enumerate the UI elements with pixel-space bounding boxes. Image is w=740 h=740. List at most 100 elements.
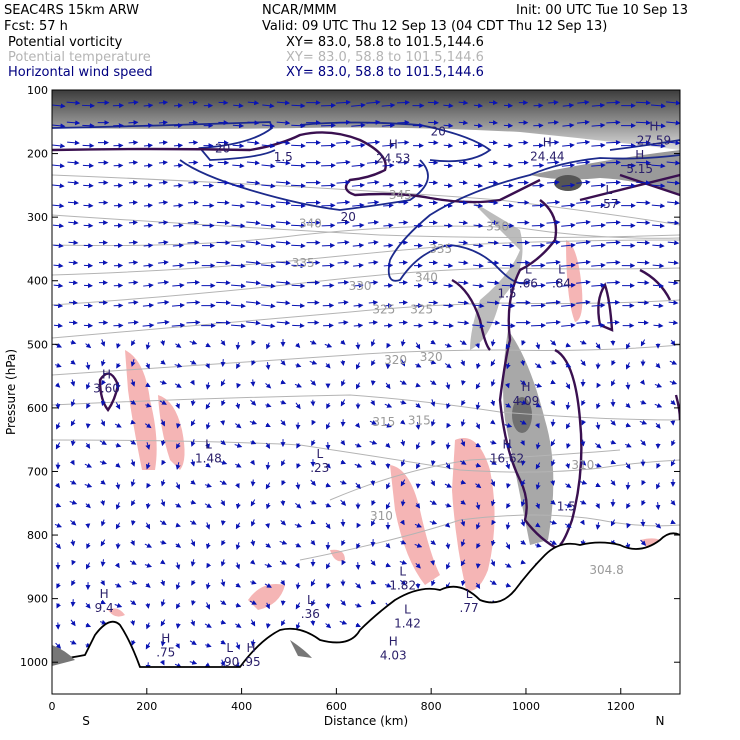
wind-arrow [160,359,166,365]
wind-arrow [473,103,484,109]
wind-arrow [607,320,620,326]
wind-arrow [487,300,500,306]
wind-arrow [381,102,396,108]
wind-arrow [591,262,606,268]
x-tick-label: 400 [231,700,252,713]
wind-arrow [337,260,350,265]
contour-label: 20 [431,124,446,138]
wind-arrow [99,619,107,625]
wind-arrow [235,542,241,550]
wind-arrow [641,479,646,486]
wind-arrow [205,363,210,369]
wind-arrow [548,100,559,106]
wind-arrow [561,222,576,228]
wind-arrow [505,582,512,588]
wind-arrow [157,319,170,325]
wind-arrow [591,282,606,288]
wind-arrow [128,120,139,126]
wind-arrow [667,240,680,246]
wind-arrow [655,502,661,511]
wind-arrow [475,502,481,510]
wind-arrow [280,580,286,586]
wind-arrow [606,219,621,225]
wind-arrow [625,462,631,470]
wind-arrow [546,279,561,285]
wind-arrow [591,142,606,148]
wind-arrow [247,120,260,126]
wind-arrow [457,300,470,306]
wind-arrow [290,183,306,189]
wind-arrow [335,99,351,105]
wind-arrow [545,319,561,325]
wind-arrow [276,180,291,186]
wind-arrow [311,599,316,607]
wind-arrow [265,542,272,548]
wind-arrow [261,163,276,169]
wind-arrow [636,200,651,206]
wind-arrow [576,159,591,165]
wind-arrow [173,203,184,209]
center-title: NCAR/MMM [262,3,337,18]
extremum-value: 1.48 [195,451,222,465]
wind-arrow [669,380,678,385]
wind-arrow [55,642,62,649]
theta-label: 310 [571,458,594,472]
wind-arrow [56,583,61,589]
theta-label: 330 [349,279,372,293]
wind-arrow [220,520,226,526]
wind-arrow [130,459,136,467]
wind-arrow [351,162,366,168]
wind-arrow [351,182,366,188]
wind-arrow [534,383,543,388]
wind-arrow [246,220,261,226]
wind-arrow [652,283,665,289]
wind-arrow [52,223,65,229]
wind-arrow [100,419,105,427]
wind-arrow [488,200,499,206]
wind-arrow [590,222,606,228]
wind-arrow [355,482,361,489]
wind-arrow [550,480,556,486]
wind-arrow [280,359,286,366]
wind-arrow [70,639,77,645]
wind-arrow [325,562,331,570]
wind-arrow [205,602,211,610]
x-tick-label: 800 [421,700,442,713]
wind-arrow [114,562,120,569]
wind-arrow [625,362,631,370]
wind-arrow [220,359,226,368]
wind-arrow [458,180,468,186]
wind-arrow [206,562,212,569]
wind-arrow [370,380,376,386]
wind-arrow [490,359,496,367]
wind-arrow [472,303,485,309]
wind-arrow [399,380,407,385]
wind-arrow [249,420,258,425]
wind-arrow [460,579,466,587]
wind-arrow [276,320,291,326]
wind-arrow [460,519,466,527]
wind-arrow [386,482,391,490]
wind-arrow [596,382,602,389]
wind-arrow [641,500,646,506]
wind-arrow [336,199,351,205]
wind-arrow [262,103,275,109]
extremum-type: H [389,634,398,648]
wind-arrow [246,260,261,266]
wind-arrow [490,399,496,407]
wind-arrow [261,263,276,269]
wind-arrow [265,383,272,389]
wind-arrow [115,582,122,588]
wind-arrow [443,183,454,189]
wind-arrow [246,200,261,206]
wind-arrow [384,422,392,428]
wind-arrow [130,479,136,487]
wind-arrow [276,200,291,206]
wind-arrow [146,482,152,489]
wind-arrow [502,263,515,269]
wind-arrow [295,502,302,509]
wind-arrow [369,420,377,425]
wind-arrow [261,143,276,149]
wind-arrow [352,242,365,248]
wind-arrow [276,140,291,146]
